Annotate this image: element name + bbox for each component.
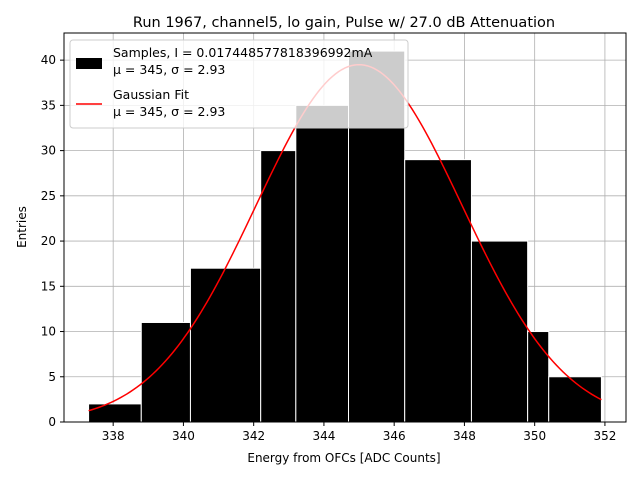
legend-fit-label: Gaussian Fit [113,87,189,102]
y-tick-label: 15 [41,279,56,293]
x-tick-label: 338 [102,429,125,443]
histogram-bar [548,376,602,423]
histogram-bar [140,321,191,423]
y-tick-label: 5 [48,370,56,384]
y-tick-label: 30 [41,144,56,158]
histogram-bar [260,150,297,423]
y-tick-label: 40 [41,53,56,67]
histogram-bar [88,403,142,423]
x-tick-label: 352 [593,429,616,443]
histogram-bar [527,331,550,423]
histogram-bar [189,267,262,423]
x-tick-label: 340 [172,429,195,443]
y-tick-label: 20 [41,234,56,248]
histogram-bar [404,159,472,423]
x-tick-label: 348 [453,429,476,443]
legend: Samples, I = 0.017448577818396992mA μ = … [69,39,409,129]
chart-title: Run 1967, channel5, lo gain, Pulse w/ 27… [133,15,555,31]
histogram-bar [295,104,350,423]
x-axis-label: Energy from OFCs [ADC Counts] [247,451,440,465]
x-axis-ticks: 338 340 342 344 346 348 350 352 [102,422,616,443]
y-axis-ticks: 0 5 10 15 20 25 30 35 40 [41,53,64,429]
plot-frame [63,32,627,423]
legend-samples-swatch [76,58,102,69]
legend-samples-stats: μ = 345, σ = 2.93 [113,62,225,77]
x-tick-label: 346 [383,429,406,443]
x-tick-label: 342 [242,429,265,443]
y-tick-label: 10 [41,325,56,339]
legend-box [69,39,409,129]
y-tick-label: 35 [41,98,56,112]
x-tick-label: 350 [523,429,546,443]
y-tick-label: 0 [48,415,56,429]
y-axis-label: Entries [15,206,29,248]
x-tick-label: 344 [312,429,335,443]
histogram-bar [470,240,529,423]
legend-samples-label: Samples, I = 0.017448577818396992mA [113,45,373,60]
legend-fit-stats: μ = 345, σ = 2.93 [113,104,225,119]
y-tick-label: 25 [41,189,56,203]
